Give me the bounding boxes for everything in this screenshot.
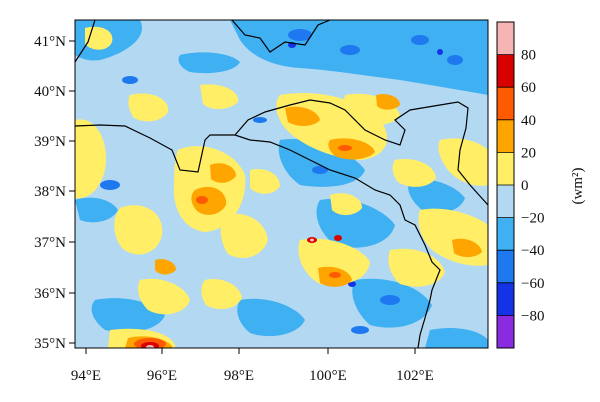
colorbar-bin	[497, 119, 514, 153]
colorbar-bin	[497, 250, 514, 283]
x-tick-label: 102°E	[396, 368, 434, 384]
colorbar-bin	[497, 217, 514, 251]
colorbar-tick-label: 80	[521, 48, 536, 64]
colorbar-tick-label: 20	[521, 145, 536, 161]
y-tick-label: 38°N	[34, 184, 66, 200]
boundary-line-main	[75, 124, 441, 348]
colorbar-bin	[497, 152, 514, 185]
colorbar-tick-label: −20	[521, 211, 544, 227]
y-tick-label: 37°N	[34, 235, 66, 251]
colorbar-bin	[497, 315, 514, 348]
y-tick-label: 40°N	[34, 84, 66, 100]
colorbar-tick-label: 40	[521, 113, 536, 129]
y-tick-label: 39°N	[34, 134, 66, 150]
map-frame	[74, 19, 489, 349]
colorbar-tick-label: −60	[521, 276, 544, 292]
colorbar-tick-label: 60	[521, 80, 536, 96]
contour-field	[75, 20, 488, 348]
x-axis: 94°E 96°E 98°E 100°E 102°E	[71, 348, 434, 384]
colorbar-tick-label: −40	[521, 243, 544, 259]
colorbar: 80 60 40 20 0 −20 −40 −60 −80	[496, 21, 544, 349]
colorbar-bin	[497, 54, 514, 88]
y-tick-label: 41°N	[34, 34, 66, 50]
contour-level-above-80	[146, 238, 314, 348]
x-tick-label: 100°E	[309, 368, 347, 384]
colorbar-bin	[497, 282, 514, 316]
colorbar-tick-label: 0	[521, 178, 529, 194]
x-tick-label: 98°E	[224, 368, 254, 384]
boundary-line-north-west	[75, 20, 96, 63]
y-axis: 35°N 36°N 37°N 38°N 39°N 40°N 41°N	[34, 34, 75, 352]
x-tick-label: 94°E	[71, 368, 101, 384]
colorbar-unit-label: (wm²)	[570, 168, 586, 205]
boundary-line-north	[231, 20, 331, 53]
boundary-line-east	[234, 99, 488, 206]
colorbar-tick-label: −80	[521, 308, 544, 324]
y-tick-label: 35°N	[34, 336, 66, 352]
map-panel	[74, 19, 489, 349]
colorbar-bin	[497, 87, 514, 120]
colorbar-bin	[497, 22, 514, 55]
x-tick-label: 96°E	[147, 368, 177, 384]
province-boundaries	[75, 20, 488, 348]
colorbar-bin	[497, 185, 514, 218]
y-tick-label: 36°N	[34, 286, 66, 302]
